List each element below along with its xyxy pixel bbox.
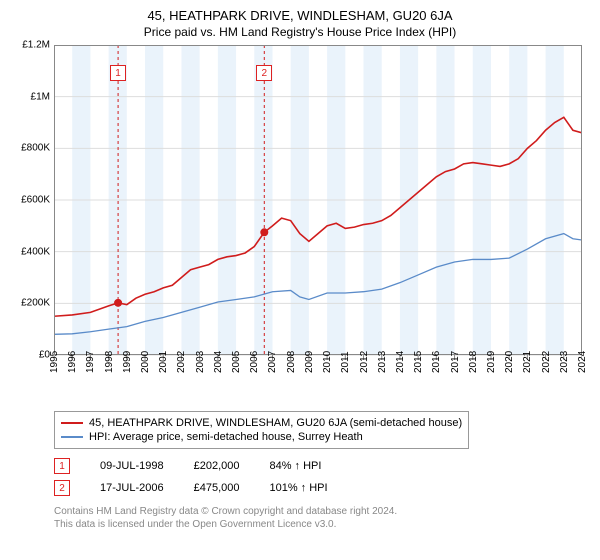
sale-marker-2: 2 bbox=[54, 480, 70, 496]
xtick-label: 2006 bbox=[249, 351, 260, 373]
sale-hpi-2: 101% ↑ HPI bbox=[269, 482, 327, 494]
chart-area: 12£0£200K£400K£600K£800K£1M£1.2M19951996… bbox=[54, 45, 582, 405]
xtick-label: 2017 bbox=[450, 351, 461, 373]
xtick-label: 2023 bbox=[559, 351, 570, 373]
sale-date-2: 17-JUL-2006 bbox=[100, 482, 164, 494]
sale-price-1: £202,000 bbox=[194, 460, 240, 472]
sale-row-2: 2 17-JUL-2006 £475,000 101% ↑ HPI bbox=[54, 477, 588, 499]
xtick-label: 2016 bbox=[431, 351, 442, 373]
sale-rows: 1 09-JUL-1998 £202,000 84% ↑ HPI 2 17-JU… bbox=[54, 455, 588, 499]
xtick-label: 2019 bbox=[486, 351, 497, 373]
ytick-label: £200K bbox=[21, 298, 54, 309]
xtick-label: 2013 bbox=[377, 351, 388, 373]
sale-hpi-1: 84% ↑ HPI bbox=[269, 460, 321, 472]
ytick-label: £800K bbox=[21, 143, 54, 154]
chart-marker-1: 1 bbox=[110, 65, 126, 81]
xtick-label: 2014 bbox=[395, 351, 406, 373]
xtick-label: 2005 bbox=[231, 351, 242, 373]
xtick-label: 2022 bbox=[541, 351, 552, 373]
ytick-label: £1.2M bbox=[22, 40, 54, 51]
chart-container: 45, HEATHPARK DRIVE, WINDLESHAM, GU20 6J… bbox=[0, 0, 600, 560]
sale-marker-1: 1 bbox=[54, 458, 70, 474]
sale-date-1: 09-JUL-1998 bbox=[100, 460, 164, 472]
xtick-label: 1996 bbox=[67, 351, 78, 373]
xtick-label: 2020 bbox=[504, 351, 515, 373]
legend-label-hpi: HPI: Average price, semi-detached house,… bbox=[89, 431, 363, 443]
footer-line1: Contains HM Land Registry data © Crown c… bbox=[54, 505, 588, 518]
xtick-label: 2008 bbox=[286, 351, 297, 373]
xtick-label: 2010 bbox=[322, 351, 333, 373]
xtick-label: 2018 bbox=[468, 351, 479, 373]
ytick-label: £400K bbox=[21, 246, 54, 257]
xtick-label: 2009 bbox=[304, 351, 315, 373]
xtick-label: 2011 bbox=[340, 351, 351, 373]
sale-row-1: 1 09-JUL-1998 £202,000 84% ↑ HPI bbox=[54, 455, 588, 477]
footer-text: Contains HM Land Registry data © Crown c… bbox=[54, 505, 588, 531]
xtick-label: 2000 bbox=[140, 351, 151, 373]
chart-subtitle: Price paid vs. HM Land Registry's House … bbox=[12, 25, 588, 39]
xtick-label: 1998 bbox=[104, 351, 115, 373]
xtick-label: 2003 bbox=[195, 351, 206, 373]
chart-title: 45, HEATHPARK DRIVE, WINDLESHAM, GU20 6J… bbox=[12, 8, 588, 23]
xtick-label: 2015 bbox=[413, 351, 424, 373]
ytick-label: £600K bbox=[21, 195, 54, 206]
xtick-label: 1999 bbox=[122, 351, 133, 373]
footer-line2: This data is licensed under the Open Gov… bbox=[54, 518, 588, 531]
chart-marker-2: 2 bbox=[256, 65, 272, 81]
legend-box: 45, HEATHPARK DRIVE, WINDLESHAM, GU20 6J… bbox=[54, 411, 469, 449]
xtick-label: 2007 bbox=[267, 351, 278, 373]
chart-svg bbox=[54, 45, 582, 405]
xtick-label: 2004 bbox=[213, 351, 224, 373]
legend-swatch-price bbox=[61, 422, 83, 424]
xtick-label: 2024 bbox=[577, 351, 588, 373]
xtick-label: 2001 bbox=[158, 351, 169, 373]
xtick-label: 1995 bbox=[49, 351, 60, 373]
xtick-label: 1997 bbox=[85, 351, 96, 373]
legend-row-hpi: HPI: Average price, semi-detached house,… bbox=[61, 430, 462, 444]
xtick-label: 2012 bbox=[359, 351, 370, 373]
legend-label-price: 45, HEATHPARK DRIVE, WINDLESHAM, GU20 6J… bbox=[89, 417, 462, 429]
xtick-label: 2021 bbox=[522, 351, 533, 373]
sale-price-2: £475,000 bbox=[194, 482, 240, 494]
xtick-label: 2002 bbox=[176, 351, 187, 373]
legend-swatch-hpi bbox=[61, 436, 83, 438]
ytick-label: £1M bbox=[31, 91, 54, 102]
legend-row-price: 45, HEATHPARK DRIVE, WINDLESHAM, GU20 6J… bbox=[61, 416, 462, 430]
